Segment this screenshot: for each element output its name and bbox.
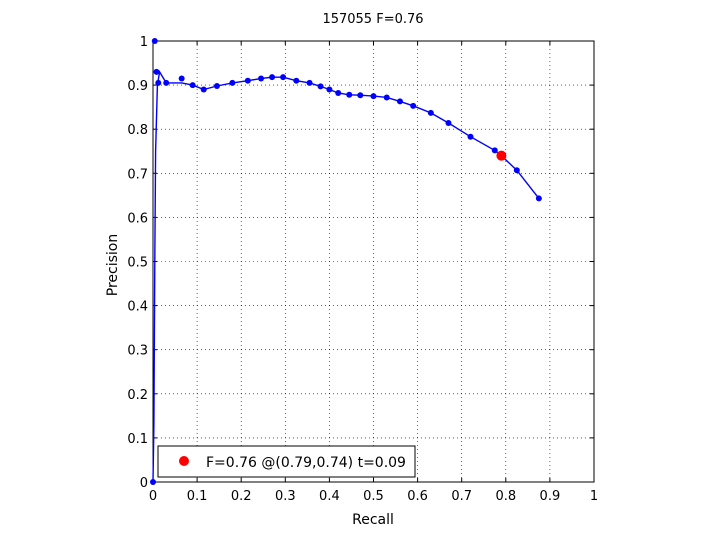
pr-curve-point: [317, 83, 324, 90]
pr-curve-point: [410, 102, 417, 109]
pr-curve-point: [163, 79, 170, 86]
pr-curve-point: [269, 74, 276, 81]
pr-curve-point: [335, 90, 342, 97]
x-tick-label: 0.1: [187, 489, 208, 504]
x-tick-label: 0.5: [363, 489, 384, 504]
y-axis-label: Precision: [105, 234, 121, 296]
pr-curve-point: [258, 75, 265, 82]
legend-entry-label: F=0.76 @(0.79,0.74) t=0.09: [206, 455, 406, 471]
chart-title: 157055 F=0.76: [322, 12, 423, 27]
pr-curve-point: [346, 91, 353, 98]
y-tick-label: 0.1: [127, 432, 148, 447]
pr-curve-point: [189, 82, 196, 89]
x-tick-label: 0.6: [407, 489, 428, 504]
grid-lines: [153, 41, 594, 482]
y-tick-label: 0.3: [127, 344, 148, 359]
pr-curve-point: [513, 167, 520, 174]
pr-curve-point: [153, 68, 160, 75]
y-tick-label: 0.6: [127, 211, 148, 226]
legend-box: [157, 445, 416, 478]
pr-curve-point: [178, 75, 185, 82]
pr-curve-point: [229, 79, 236, 86]
pr-curve-point: [151, 38, 158, 44]
pr-curve-point: [383, 94, 390, 101]
pr-curve-point: [293, 77, 300, 84]
pr-curve-point: [370, 93, 377, 100]
legend: F=0.76 @(0.79,0.74) t=0.09: [157, 445, 416, 478]
pr-curve-point: [244, 77, 251, 84]
pr-curve-point: [155, 79, 162, 86]
legend-marker: [179, 456, 189, 466]
x-tick-label: 0.7: [451, 489, 472, 504]
y-tick-label: 0.9: [127, 79, 148, 94]
series-group: [152, 69, 540, 483]
x-axis-label: Recall: [352, 512, 394, 528]
x-tick-label: 0.9: [540, 489, 561, 504]
pr-curve-point: [213, 82, 220, 89]
x-tick-label: 1: [590, 489, 598, 504]
pr-curve-point: [280, 74, 287, 81]
y-tick-label: 1: [140, 35, 148, 50]
pr-curve-line: [152, 69, 540, 483]
marker-group: [150, 38, 542, 485]
y-tick-label: 0.8: [127, 123, 148, 138]
best-f-point: [496, 150, 507, 161]
x-tick-label: 0.8: [495, 489, 516, 504]
x-tick-label: 0: [149, 489, 157, 504]
x-tick-label: 0.3: [275, 489, 296, 504]
y-tick-label: 0.5: [127, 256, 148, 271]
axis-tick-labels: 0 0.1 0.2 0.3 0.4 0.5 0.6 0.7 0.8 0.9 1 0 0.1 0.2 0.3 0…: [127, 35, 598, 504]
pr-curve-point: [535, 195, 542, 202]
y-tick-label: 0.7: [127, 167, 148, 182]
y-tick-label: 0.2: [127, 388, 148, 403]
pr-curve-point: [467, 133, 474, 140]
pr-curve-point: [445, 120, 452, 127]
pr-curve-point: [306, 79, 313, 86]
pr-curve-point: [357, 92, 364, 99]
x-tick-label: 0.4: [319, 489, 340, 504]
pr-curve-point: [200, 86, 207, 93]
pr-curve-point: [150, 479, 156, 485]
pr-curve-point: [326, 86, 333, 93]
x-tick-label: 0.2: [231, 489, 252, 504]
y-tick-label: 0: [140, 476, 148, 491]
pr-curve-point: [491, 147, 498, 154]
pr-curve-point: [396, 98, 403, 105]
y-tick-label: 0.4: [127, 300, 148, 315]
pr-curve-point: [427, 109, 434, 116]
